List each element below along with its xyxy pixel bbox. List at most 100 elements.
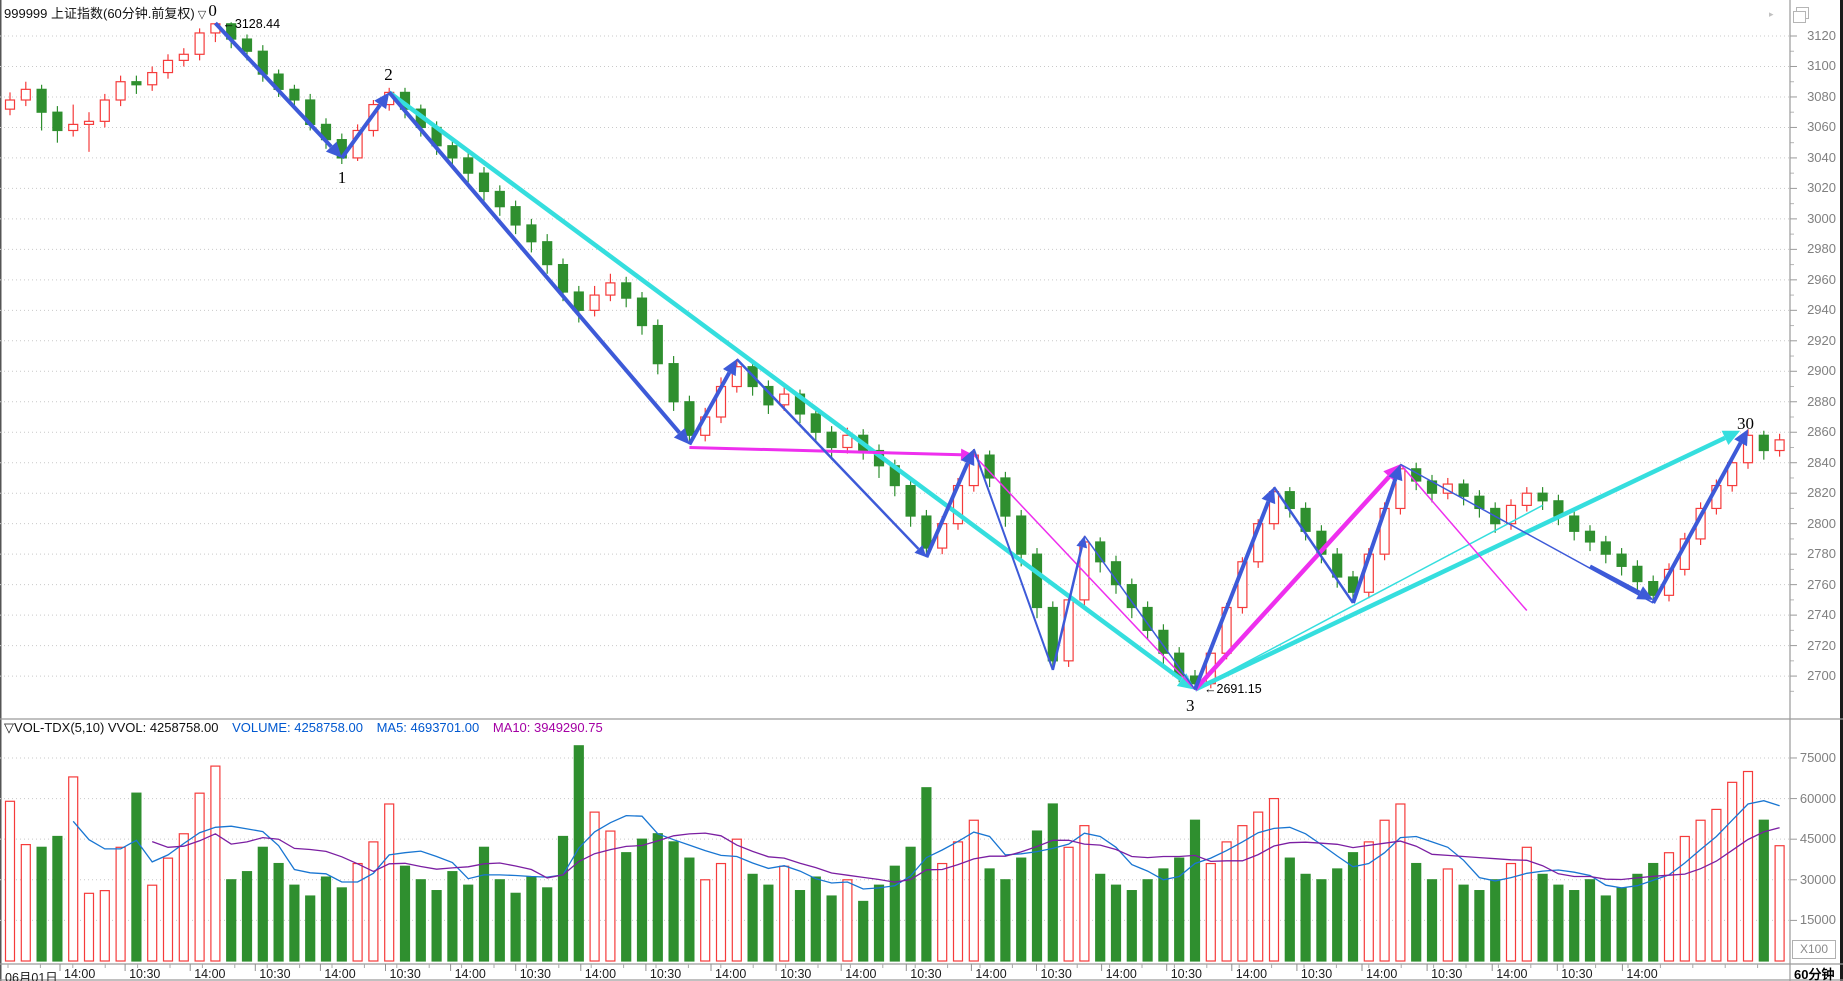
volume-ma10-line <box>151 827 1780 883</box>
price-tick-label: 2980 <box>1807 241 1836 257</box>
trendline-arrowhead <box>374 92 390 110</box>
trendline-blue <box>1083 535 1196 691</box>
time-tick-label: 14:00 <box>194 967 226 981</box>
volume-bar <box>399 865 411 962</box>
trendline-blue <box>735 358 920 550</box>
candle-body <box>1016 515 1027 555</box>
volume-bar <box>1505 862 1517 962</box>
vol-header-ma5: MA5: 4693701.00 <box>376 720 480 735</box>
candle-body <box>621 282 632 299</box>
volume-bar <box>1490 879 1501 962</box>
volume-bar <box>905 846 916 962</box>
candle-body <box>1584 530 1596 543</box>
trendline-arrowhead <box>1261 487 1276 505</box>
volume-bar <box>1268 797 1280 962</box>
candle-body <box>684 401 695 436</box>
volume-bar <box>1174 857 1185 962</box>
volume-bar <box>384 803 395 962</box>
candle-body <box>905 484 916 517</box>
volume-bar <box>1126 890 1137 962</box>
volume-bar <box>1016 857 1027 962</box>
volume-indicator-header: ▽VOL-TDX(5,10) VVOL: 4258758.00 VOLUME: … <box>4 720 613 736</box>
volume-bar <box>1663 852 1675 962</box>
volume-bar <box>241 871 253 962</box>
trendline-blue <box>213 21 333 149</box>
time-tick-label: 14:00 <box>454 967 486 981</box>
volume-bar <box>952 841 964 962</box>
volume-bar <box>1727 781 1738 962</box>
volume-bar <box>873 884 885 962</box>
scroll-right-icon[interactable]: ▸ <box>1769 9 1774 19</box>
vol-header-volume: VOLUME: 4258758.00 <box>232 720 363 735</box>
candle-body <box>636 297 648 327</box>
candle-body <box>289 88 300 101</box>
trendline-blue <box>1272 486 1355 604</box>
trendline-blue <box>1051 546 1083 671</box>
pivot-label-0: 0 <box>208 1 217 21</box>
volume-tick-label: 45000 <box>1799 831 1836 847</box>
volume-bar <box>352 862 363 962</box>
volume-bar <box>99 890 110 962</box>
trendline-blue <box>1651 441 1743 604</box>
candle-body <box>52 111 63 132</box>
candle-body <box>115 81 126 101</box>
candle-body <box>1632 565 1643 583</box>
title-dropdown-icon[interactable]: ▽ <box>197 9 207 21</box>
volume-bar <box>810 876 821 962</box>
volume-bar <box>1047 803 1058 962</box>
trendline-magenta <box>1399 463 1528 612</box>
time-tick-label: 10:30 <box>649 967 682 981</box>
vol-header-main[interactable]: ▽VOL-TDX(5,10) VVOL: 4258758.00 <box>4 720 219 735</box>
volume-bar <box>1395 803 1406 962</box>
volume-bar <box>1095 873 1106 962</box>
pivot-label-3: 3 <box>1186 695 1195 715</box>
time-tick-label: 10:30 <box>519 967 551 981</box>
price-tick-label: 2700 <box>1807 668 1836 684</box>
time-tick-label: 10:30 <box>910 967 942 981</box>
price-tick-label: 2900 <box>1807 363 1836 379</box>
price-tick-label: 3120 <box>1807 28 1836 43</box>
pivot-label-30: 30 <box>1737 414 1754 434</box>
candle-body <box>162 59 174 74</box>
volume-bar <box>36 846 47 962</box>
volume-bar <box>1142 879 1153 962</box>
candle-body <box>731 366 742 388</box>
time-tick-label: 14:00 <box>1105 967 1137 981</box>
trendline-arrowhead <box>325 141 342 158</box>
candle-body <box>826 431 837 449</box>
time-tick-label: 10:30 <box>780 967 812 981</box>
trendline-arrowhead <box>960 449 975 467</box>
candle-body <box>1774 439 1785 452</box>
candle-body <box>1616 553 1627 567</box>
candle-body <box>1537 492 1548 502</box>
trendline-arrowhead <box>673 427 690 445</box>
candle-body <box>1569 515 1580 532</box>
volume-bar <box>1363 841 1374 962</box>
volume-bar <box>842 879 853 962</box>
volume-bar <box>747 873 758 962</box>
candle-body <box>542 241 553 266</box>
price-tick-label: 2840 <box>1807 454 1836 470</box>
volume-bar <box>1000 879 1011 962</box>
volume-bar <box>463 884 474 962</box>
price-tick-label: 3020 <box>1807 180 1836 196</box>
volume-bar <box>826 895 837 962</box>
candle-body <box>779 393 790 406</box>
price-tick-label: 2780 <box>1807 546 1836 562</box>
candle-body <box>194 32 205 55</box>
candle-body <box>99 99 110 122</box>
volume-bar <box>889 865 900 962</box>
volume-bar <box>1569 890 1580 962</box>
candle-body <box>1521 492 1532 506</box>
volume-bar <box>557 835 569 962</box>
volume-bar <box>526 876 537 962</box>
candle-body <box>1142 606 1153 631</box>
restore-icon[interactable] <box>1793 7 1809 23</box>
volume-bar <box>779 865 790 962</box>
price-tick-label: 2800 <box>1807 515 1836 531</box>
period-label[interactable]: 60分钟 <box>1794 967 1835 981</box>
volume-bar <box>52 835 63 962</box>
time-tick-label: 14:00 <box>1235 967 1268 981</box>
volume-bar <box>731 838 742 962</box>
